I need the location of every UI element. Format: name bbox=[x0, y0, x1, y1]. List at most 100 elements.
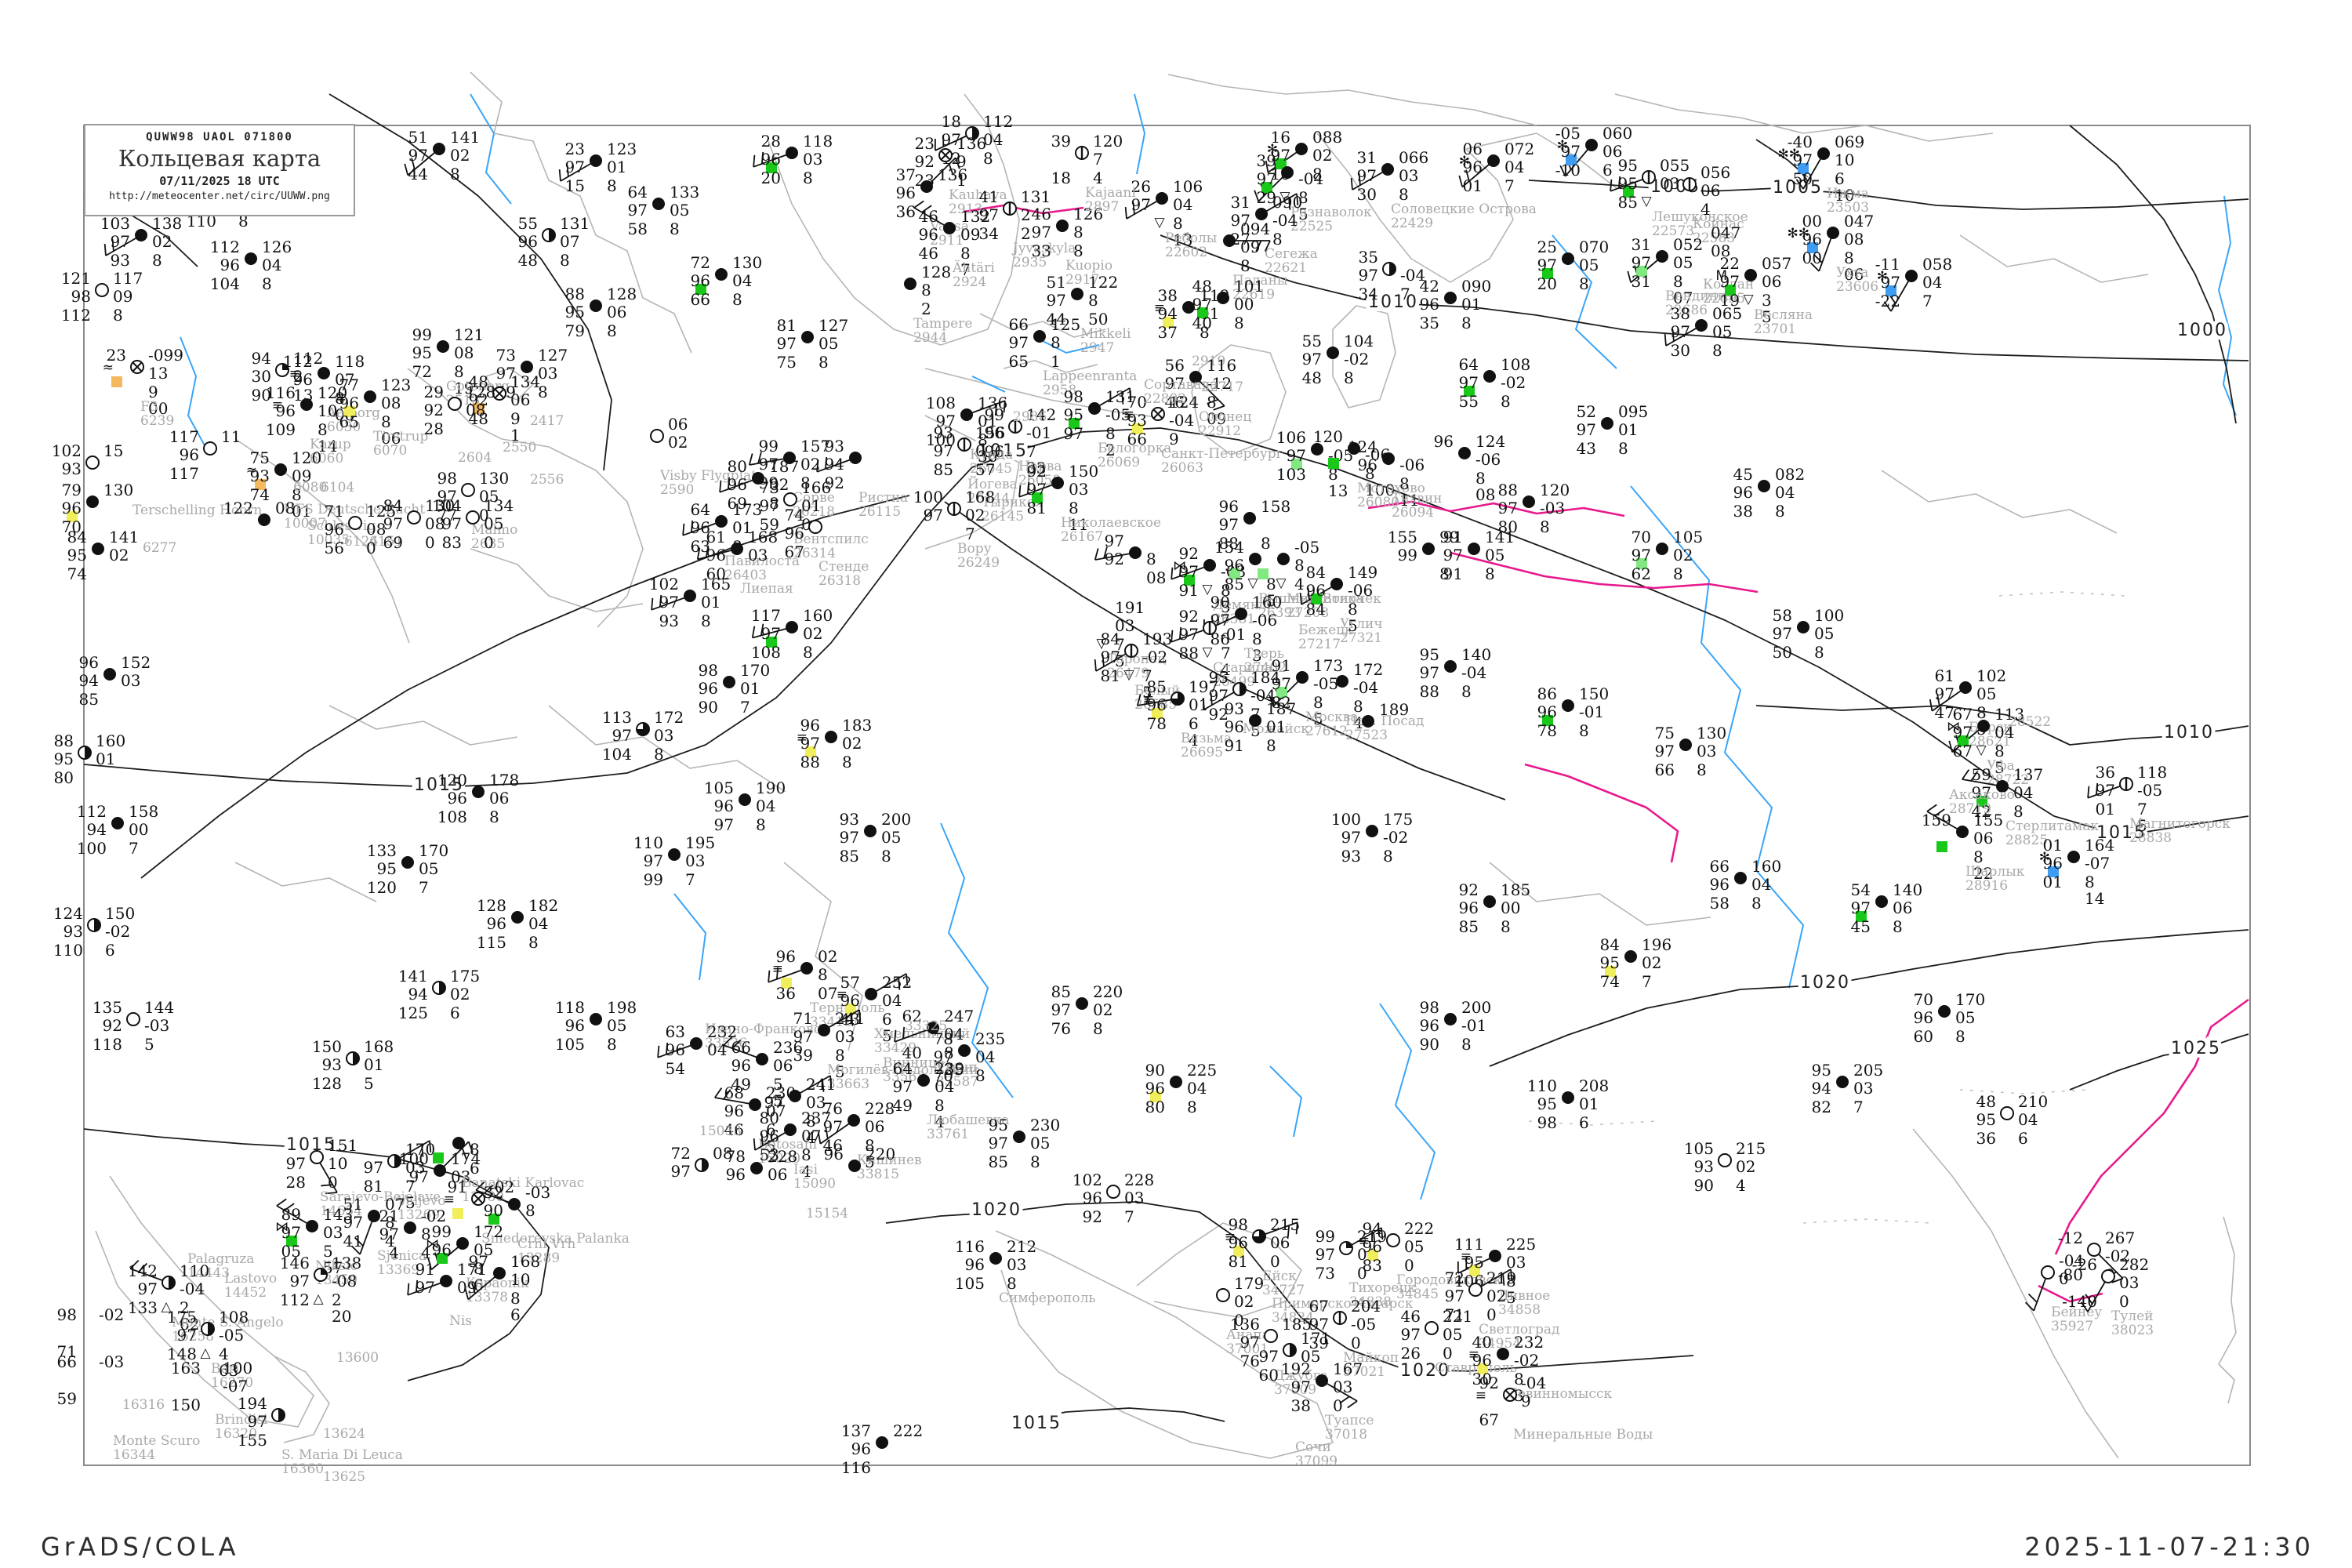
station-circle bbox=[135, 229, 147, 241]
station-value: 222 bbox=[893, 1421, 923, 1440]
station-value: 95 bbox=[412, 343, 432, 362]
station-name: 13624 bbox=[323, 1426, 365, 1442]
station-circle bbox=[920, 180, 933, 193]
station-value: ▽ bbox=[1202, 582, 1213, 597]
station-value: 8 bbox=[292, 485, 302, 504]
station-value: 8 bbox=[803, 169, 813, 187]
coastline bbox=[979, 313, 1106, 338]
station-plot: 649663173018Павилоста26403 bbox=[682, 500, 800, 583]
station-value: 8 bbox=[801, 1145, 811, 1164]
station-value: 01 bbox=[607, 158, 626, 176]
station-value: 208 bbox=[1579, 1076, 1609, 1095]
station-value: 128 bbox=[466, 383, 495, 401]
wind-barb bbox=[651, 595, 691, 611]
station-name: 22686 bbox=[1665, 303, 1708, 318]
station-value: 00 bbox=[129, 820, 148, 839]
station-value: 8 bbox=[975, 1066, 985, 1085]
station-circle bbox=[1489, 1250, 1501, 1262]
coastline bbox=[1332, 305, 1396, 408]
station-value: 8 bbox=[381, 412, 391, 431]
station-value: 94 bbox=[1363, 1219, 1382, 1238]
isobar-line bbox=[1160, 234, 2249, 361]
station-value: 05 bbox=[484, 514, 503, 533]
station-value: 8 bbox=[1579, 721, 1589, 740]
station-circle bbox=[1562, 252, 1574, 265]
station-value: 97 bbox=[383, 514, 403, 533]
station-value: 8 bbox=[818, 353, 829, 372]
station-value: ≡ bbox=[444, 1192, 455, 1207]
station-value: 105 bbox=[1673, 528, 1703, 546]
station-value: 185 bbox=[1282, 1315, 1312, 1334]
station-circle bbox=[310, 1150, 324, 1164]
station-value: 8 bbox=[1051, 333, 1061, 352]
station-value: 76 bbox=[1240, 1352, 1260, 1370]
isobar-label: 1015 bbox=[286, 1135, 336, 1155]
station-name: Бежецк bbox=[1298, 622, 1353, 638]
wind-feather bbox=[1207, 398, 1218, 405]
station-value: 39 bbox=[793, 1046, 813, 1065]
wind-barb bbox=[1094, 387, 1131, 409]
station-value: 64 bbox=[893, 1059, 913, 1078]
station-value: 8 bbox=[1312, 165, 1323, 183]
station-value: 113 bbox=[602, 708, 632, 727]
station-circle bbox=[1330, 578, 1343, 590]
station-value: ✻✻ bbox=[1778, 147, 1801, 162]
station-value: 96 bbox=[965, 1255, 985, 1274]
wind-feather bbox=[2087, 786, 2090, 798]
station-value: 7 bbox=[1922, 292, 1933, 310]
station-value: 8 bbox=[1514, 1370, 1524, 1388]
station-value: 3 bbox=[1762, 291, 1772, 310]
station-name: 27321 bbox=[1340, 630, 1382, 646]
station-plot: 13625 bbox=[323, 1469, 365, 1485]
coastline bbox=[234, 438, 410, 644]
station-name: Можайск bbox=[1243, 721, 1309, 737]
station-value: 5 bbox=[882, 1026, 892, 1045]
station-value: 113 bbox=[1994, 705, 2024, 724]
station-value: 54 bbox=[1851, 880, 1871, 899]
station-value: 7 bbox=[1026, 442, 1036, 461]
station-name: 22429 bbox=[1391, 216, 1433, 231]
station-value: 97 bbox=[1131, 195, 1151, 214]
station-value: 54 bbox=[666, 1059, 685, 1078]
wind-barb bbox=[794, 1075, 831, 1097]
station-value: 97 bbox=[1272, 674, 1291, 693]
wind-feather bbox=[103, 243, 107, 256]
station-value: 96 bbox=[785, 524, 804, 543]
station-value: 67 bbox=[1479, 1410, 1499, 1429]
station-circle bbox=[749, 1098, 761, 1111]
station-value: 42 bbox=[1972, 802, 1991, 821]
terrain-dash bbox=[1998, 591, 2125, 597]
station-value: 01 bbox=[740, 679, 760, 698]
station-value: 96 bbox=[1472, 1351, 1492, 1370]
station-value: 189 bbox=[1379, 700, 1409, 719]
station-value: 8 bbox=[1618, 439, 1628, 458]
station-value: 03 bbox=[748, 546, 768, 564]
station-value: ▽ bbox=[1202, 644, 1213, 660]
station-circle bbox=[1422, 543, 1435, 555]
station-value: 55 bbox=[1302, 332, 1322, 350]
station-name: Лиепая bbox=[740, 581, 793, 597]
station-value: 97 bbox=[714, 815, 734, 834]
station-circle bbox=[437, 340, 449, 353]
station-value: 48 bbox=[1192, 277, 1212, 296]
station-value: 105 bbox=[955, 1274, 985, 1293]
wind-barb bbox=[1272, 677, 1303, 707]
station-value: 6 bbox=[882, 1010, 892, 1029]
wind-barb bbox=[1461, 160, 1494, 188]
station-value: -05 bbox=[1294, 538, 1319, 557]
station-value: 172 bbox=[1353, 660, 1383, 679]
station-value: 23 bbox=[915, 171, 935, 190]
station-value: 8 bbox=[1775, 502, 1785, 521]
station-circle bbox=[1996, 780, 2009, 793]
station-plot: Ивано-Франковск33526 bbox=[705, 1022, 829, 1051]
precip-square-green bbox=[1276, 158, 1287, 169]
